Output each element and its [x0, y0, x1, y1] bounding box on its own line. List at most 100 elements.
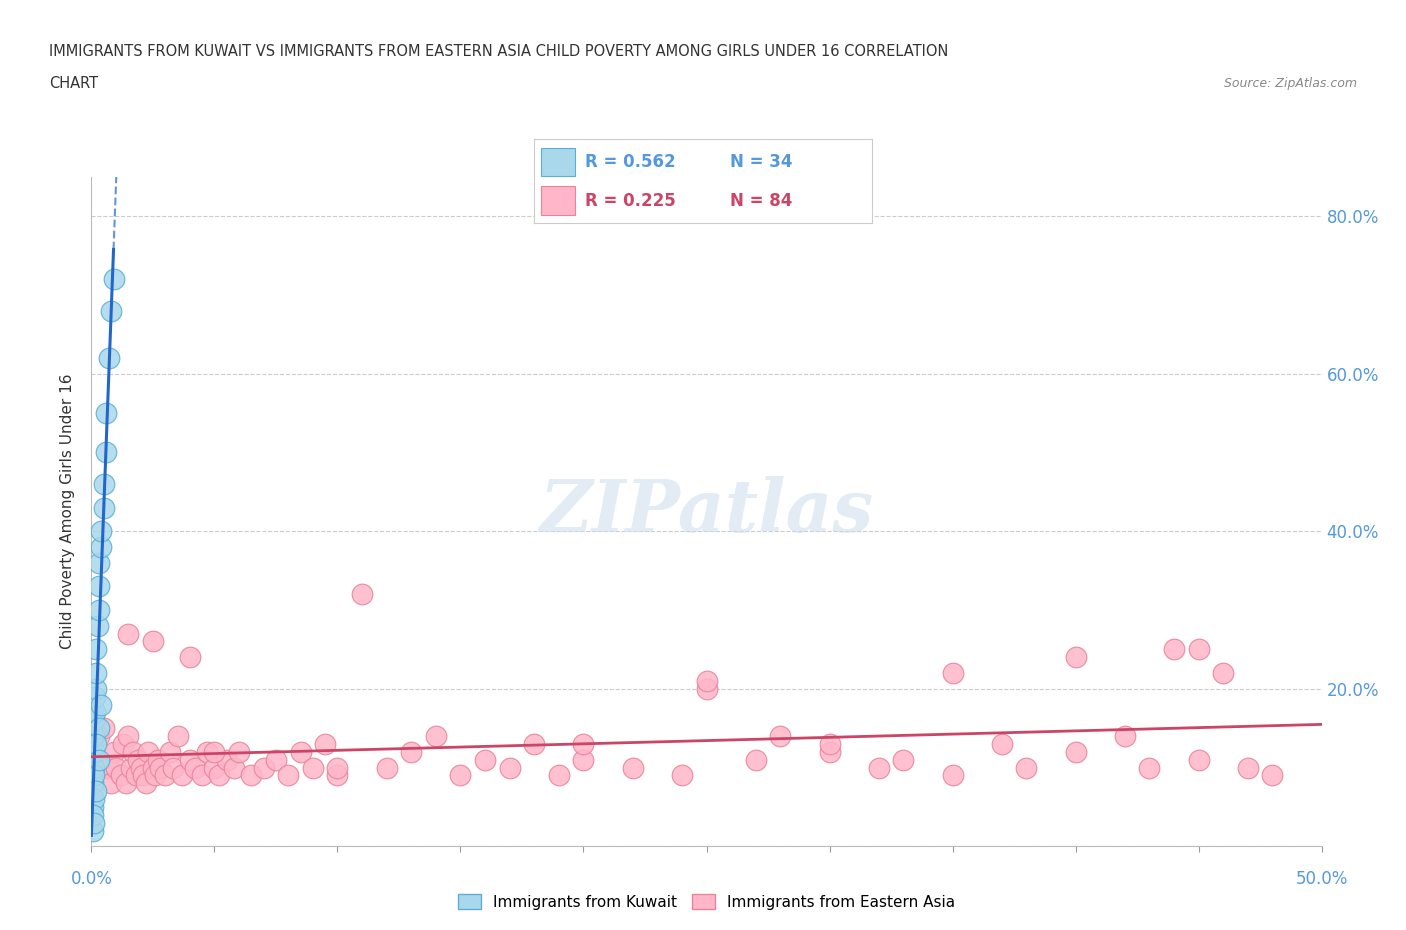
Point	[84, 705, 107, 720]
Point	[941, 768, 963, 783]
Point	[124, 768, 146, 783]
Point	[179, 752, 201, 767]
Point	[891, 752, 914, 767]
Point	[93, 476, 115, 491]
Point	[86, 737, 108, 751]
Point	[132, 768, 155, 783]
Text: 50.0%: 50.0%	[1295, 870, 1348, 888]
Point	[172, 768, 194, 783]
Point	[191, 768, 214, 783]
Point	[183, 760, 207, 775]
Point	[90, 524, 112, 538]
Point	[86, 666, 108, 681]
Point	[498, 760, 520, 775]
Point	[179, 650, 201, 665]
Point	[129, 760, 152, 775]
Bar	[541, 148, 575, 177]
Point	[83, 816, 105, 830]
Point	[96, 445, 117, 459]
Text: CHART: CHART	[49, 76, 98, 91]
Point	[1212, 666, 1234, 681]
Point	[523, 737, 546, 751]
Point	[818, 737, 841, 751]
Point	[399, 744, 422, 759]
Point	[208, 768, 231, 783]
Point	[425, 728, 447, 743]
Point	[941, 666, 963, 681]
Point	[695, 682, 717, 697]
Text: R = 0.562: R = 0.562	[585, 153, 675, 171]
Point	[547, 768, 569, 783]
Point	[90, 698, 112, 712]
Text: N = 34: N = 34	[730, 153, 793, 171]
Text: IMMIGRANTS FROM KUWAIT VS IMMIGRANTS FROM EASTERN ASIA CHILD POVERTY AMONG GIRLS: IMMIGRANTS FROM KUWAIT VS IMMIGRANTS FRO…	[49, 44, 949, 59]
Point	[103, 272, 125, 286]
Point	[745, 752, 768, 767]
Point	[818, 744, 841, 759]
Point	[621, 760, 644, 775]
Point	[83, 791, 105, 806]
Point	[97, 760, 120, 775]
Point	[572, 737, 595, 751]
Point	[314, 737, 336, 751]
Point	[352, 587, 374, 602]
Point	[93, 500, 115, 515]
Point	[1114, 728, 1136, 743]
Point	[277, 768, 299, 783]
Point	[84, 689, 107, 704]
Point	[83, 760, 105, 775]
Point	[1015, 760, 1038, 775]
Point	[449, 768, 471, 783]
Point	[83, 728, 105, 743]
Point	[87, 603, 110, 618]
Point	[1261, 768, 1284, 783]
Point	[253, 760, 276, 775]
Text: 0.0%: 0.0%	[70, 870, 112, 888]
Point	[290, 744, 312, 759]
Point	[202, 744, 225, 759]
Point	[1064, 650, 1087, 665]
Point	[103, 744, 125, 759]
Point	[146, 752, 169, 767]
Point	[1187, 752, 1209, 767]
Point	[82, 800, 104, 815]
Point	[142, 760, 165, 775]
Text: Source: ZipAtlas.com: Source: ZipAtlas.com	[1223, 77, 1357, 90]
Point	[112, 737, 135, 751]
Point	[105, 760, 127, 775]
Text: R = 0.225: R = 0.225	[585, 192, 676, 209]
Point	[149, 760, 172, 775]
Point	[83, 744, 105, 759]
Point	[695, 673, 717, 688]
Y-axis label: Child Poverty Among Girls Under 16: Child Poverty Among Girls Under 16	[60, 374, 76, 649]
Point	[326, 768, 349, 783]
Text: ZIPatlas: ZIPatlas	[540, 476, 873, 547]
Point	[572, 752, 595, 767]
Point	[110, 768, 132, 783]
Point	[135, 776, 156, 790]
Point	[671, 768, 693, 783]
Point	[1163, 642, 1185, 657]
Point	[90, 539, 112, 554]
Point	[1064, 744, 1087, 759]
Point	[136, 744, 159, 759]
Point	[117, 626, 139, 641]
Point	[142, 634, 165, 649]
Point	[240, 768, 263, 783]
Point	[769, 728, 792, 743]
Point	[87, 752, 110, 767]
Point	[215, 752, 238, 767]
Point	[86, 784, 108, 799]
Point	[474, 752, 496, 767]
Point	[202, 760, 225, 775]
Point	[83, 768, 105, 783]
Point	[162, 760, 184, 775]
Point	[82, 776, 104, 790]
Point	[1139, 760, 1161, 775]
Point	[114, 776, 138, 790]
Point	[264, 752, 287, 767]
Point	[120, 760, 142, 775]
Point	[153, 768, 177, 783]
Point	[87, 578, 110, 593]
Point	[86, 618, 108, 633]
